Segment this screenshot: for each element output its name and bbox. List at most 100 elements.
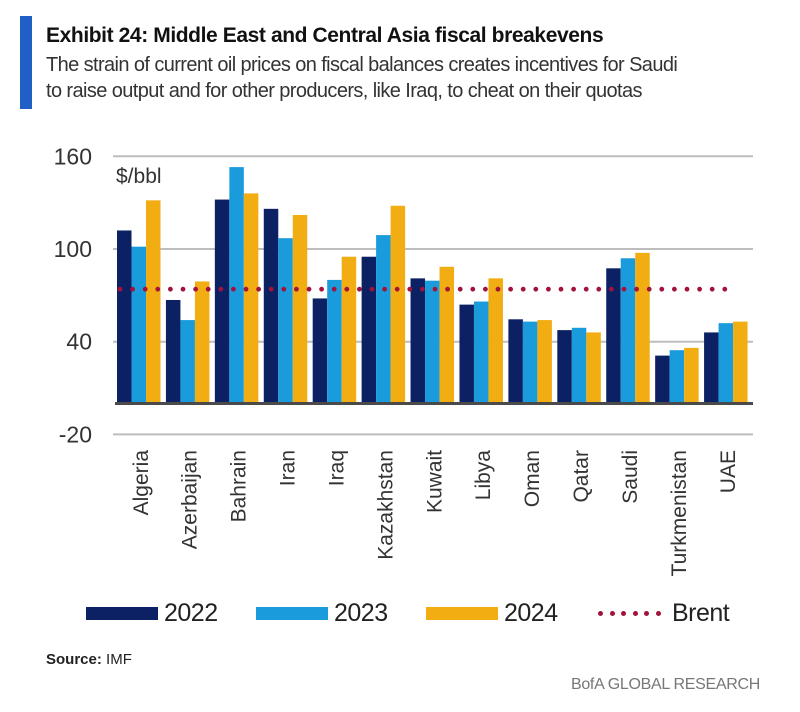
bar-oman-2022 <box>508 319 523 404</box>
y-tick-label: 40 <box>66 329 92 355</box>
legend-label-brent: Brent <box>672 598 730 627</box>
legend-item-2024: 2024 <box>426 598 558 628</box>
x-axis-labels: Algeria Azerbaijan Bahrain Iran Iraq Kazakhst… <box>130 450 740 577</box>
legend-swatch-2023 <box>256 606 328 620</box>
bar-bahrain-2022 <box>214 199 230 404</box>
bar-uae-2023 <box>718 323 734 404</box>
bar-iran-2024 <box>292 215 308 404</box>
bar-kuwait-2024 <box>439 266 455 404</box>
brent-dot <box>420 286 425 292</box>
bar-kazakhstan-2022 <box>361 256 377 404</box>
brent-dot <box>621 286 627 292</box>
brand-label: BofA GLOBAL RESEARCH <box>570 676 760 693</box>
brent-dot <box>281 286 287 292</box>
bar-azerbaijan-2023 <box>180 320 195 404</box>
brent-dot <box>231 286 236 292</box>
legend-item-2022: 2022 <box>86 598 218 628</box>
x-label-libya: Libya <box>472 450 495 501</box>
bar-iraq-2022 <box>312 298 328 404</box>
brent-dot <box>294 286 299 292</box>
bar-kuwait-2023 <box>425 280 440 404</box>
brent-dot <box>168 286 173 292</box>
bar-libya-2024 <box>488 278 503 404</box>
legend-swatch-2022 <box>86 606 158 620</box>
x-label-kuwait: Kuwait <box>423 450 446 513</box>
brent-dot <box>722 286 728 292</box>
source-value: IMF <box>106 651 132 668</box>
brent-dot <box>130 286 136 292</box>
y-axis-ticks: 160 100 40 -20 <box>54 143 92 447</box>
x-label-kazakhstan: Kazakhstan <box>374 450 397 560</box>
bar-azerbaijan-2022 <box>165 299 181 404</box>
x-label-iraq: Iraq <box>325 450 348 486</box>
legend-item-brent: Brent <box>598 598 730 628</box>
brent-dot <box>243 286 249 292</box>
legend-swatch-2024 <box>426 606 498 620</box>
bar-oman-2023 <box>522 321 538 404</box>
x-label-iran: Iran <box>277 450 300 486</box>
bars <box>117 167 748 404</box>
x-label-algeria: Algeria <box>130 450 153 516</box>
bar-bahrain-2024 <box>243 193 259 404</box>
brent-dot <box>306 286 312 292</box>
bar-algeria-2023 <box>131 246 146 404</box>
brent-dot <box>558 286 564 292</box>
y-tick-label: -20 <box>59 421 92 447</box>
brent-dot <box>331 286 337 292</box>
brent-dot <box>697 286 702 292</box>
chart-subtitle: The strain of current oil prices on fisc… <box>46 52 786 104</box>
brent-dot <box>470 286 476 292</box>
legend-brent-dot <box>621 610 626 616</box>
x-label-qatar: Qatar <box>570 450 593 503</box>
source-note: Source: IMF <box>46 651 132 668</box>
brent-dot <box>457 286 463 292</box>
y-tick-label: 160 <box>54 143 92 169</box>
x-label-saudi: Saudi <box>619 450 642 504</box>
bar-uae-2024 <box>733 321 748 404</box>
brent-dot <box>117 286 123 292</box>
brent-dot <box>407 286 413 292</box>
brent-dot <box>369 286 375 292</box>
bar-bahrain-2023 <box>229 167 244 404</box>
brent-dot <box>268 286 274 292</box>
bar-oman-2024 <box>537 320 552 404</box>
legend-swatch-brent <box>598 607 664 620</box>
bar-iraq-2023 <box>327 279 342 404</box>
brent-dot <box>646 286 652 292</box>
brent-dot <box>218 286 224 292</box>
brent-dot <box>193 286 199 292</box>
brent-dot <box>344 286 350 292</box>
bar-turkmenistan-2022 <box>655 355 670 404</box>
bar-iran-2022 <box>263 208 279 404</box>
bar-saudi-2024 <box>635 252 650 404</box>
brent-dot <box>319 286 324 292</box>
brent-dot <box>609 286 614 292</box>
bar-algeria-2024 <box>146 200 161 404</box>
x-label-uae: UAE <box>717 450 740 493</box>
x-label-azerbaijan: Azerbaijan <box>179 450 202 549</box>
brent-dot <box>533 286 539 292</box>
brent-dot <box>495 286 501 292</box>
brent-dot <box>508 286 513 292</box>
bar-kazakhstan-2023 <box>376 235 391 404</box>
brent-dot <box>256 286 261 292</box>
legend-label-2024: 2024 <box>504 598 558 627</box>
y-tick-label: 100 <box>54 236 92 262</box>
y-unit-label: $/bbl <box>116 165 162 188</box>
legend-brent-dot <box>598 610 603 616</box>
brent-dot <box>596 286 602 292</box>
bar-libya-2023 <box>473 301 489 404</box>
brent-dot <box>583 286 589 292</box>
brent-dot <box>659 286 665 292</box>
bar-chart: 160 100 40 -20 $/bbl Algeria Azerbaijan Bahra… <box>54 143 753 577</box>
brent-dot <box>709 286 715 292</box>
chart-title: Exhibit 24: Middle East and Central Asia… <box>46 24 604 47</box>
bar-qatar-2022 <box>557 330 572 404</box>
bar-azerbaijan-2024 <box>194 281 210 404</box>
bar-kuwait-2022 <box>410 278 426 404</box>
brent-dot <box>672 286 677 292</box>
bar-saudi-2023 <box>620 258 636 404</box>
brent-dot <box>546 286 551 292</box>
brent-dot <box>142 286 148 292</box>
bar-qatar-2023 <box>571 327 587 404</box>
